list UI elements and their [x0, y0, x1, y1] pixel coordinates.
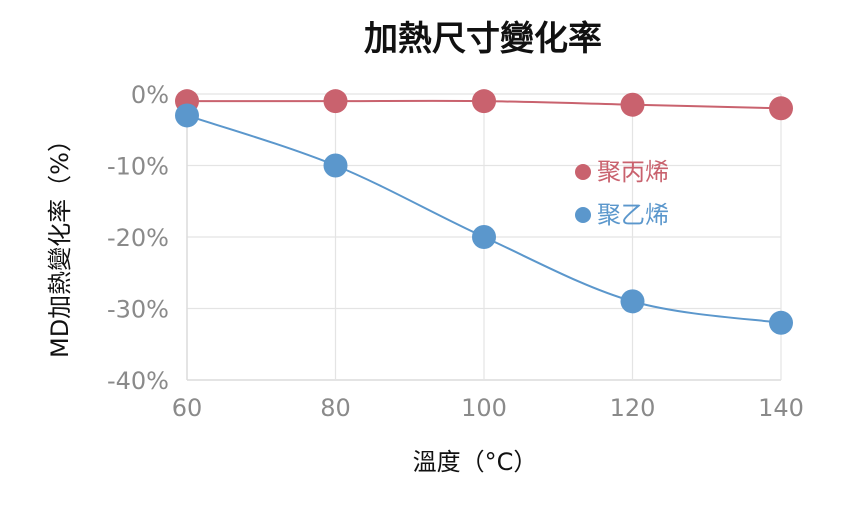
legend-marker [575, 164, 591, 180]
y-tick-label: -30% [107, 296, 169, 324]
y-tick-label: -40% [107, 367, 169, 395]
data-point [769, 96, 793, 121]
x-tick-label: 80 [320, 394, 351, 422]
series-2 [175, 103, 793, 335]
data-point [323, 89, 348, 114]
x-tick-label: 60 [172, 394, 203, 422]
legend-marker [575, 207, 591, 223]
x-tick-label: 140 [758, 394, 804, 422]
y-tick-label: -20% [107, 224, 169, 252]
data-point [620, 289, 645, 314]
data-point [472, 89, 496, 114]
data-point [175, 103, 199, 128]
legend-label: 聚丙烯 [597, 158, 669, 186]
data-point [620, 92, 645, 117]
data-point [472, 225, 496, 249]
y-tick-label: -10% [107, 153, 169, 181]
axes: 0% -10% -20% -30% -40%60 80 100 120 140 [107, 81, 804, 422]
legend-label: 聚乙烯 [597, 201, 669, 229]
chart-title: 加熱尺寸變化率 [364, 19, 602, 59]
x-tick-label: 120 [610, 394, 656, 422]
data-point [323, 153, 348, 178]
y-tick-label: 0% [131, 81, 169, 109]
x-axis-label: 溫度（°C） [413, 448, 538, 476]
y-axis-label: MD加熱變化率（%） [46, 128, 74, 358]
data-point [769, 310, 793, 335]
x-tick-label: 100 [461, 394, 507, 422]
series-layer [175, 89, 793, 335]
